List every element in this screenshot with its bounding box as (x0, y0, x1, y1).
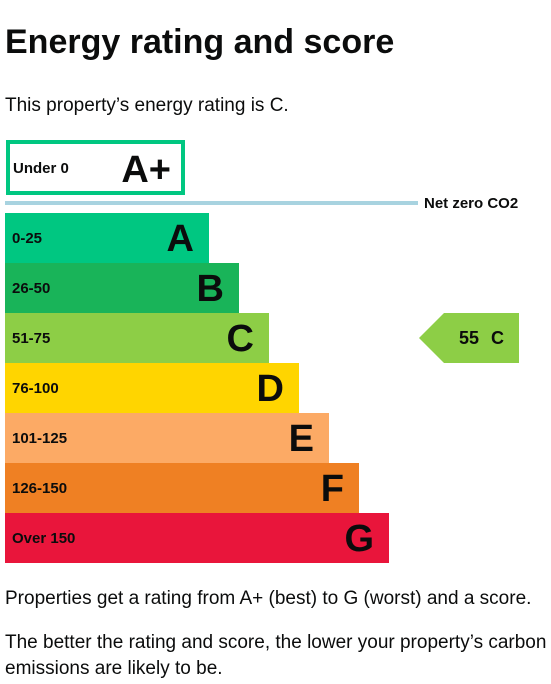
band-a-range-label: 0-25 (12, 230, 42, 247)
band-e-letter: E (289, 418, 314, 460)
current-rating-score: 55 (459, 328, 479, 348)
band-b-bar (5, 263, 239, 313)
page-title: Energy rating and score (5, 23, 395, 61)
current-rating-letter: C (491, 328, 504, 348)
band-a-plus-box (6, 140, 185, 195)
score-explanation: The better the rating and score, the low… (5, 632, 547, 679)
band-d-bar (5, 363, 299, 413)
band-c-letter: C (227, 318, 254, 360)
band-f-letter: F (321, 468, 344, 510)
band-b-letter: B (197, 268, 224, 310)
current-rating-pointer (419, 313, 519, 363)
rating-explanation: Properties get a rating from A+ (best) t… (5, 588, 532, 609)
band-g-bar (5, 513, 389, 563)
net-zero-label: Net zero CO2 (424, 195, 518, 212)
band-a-plus-range-label: Under 0 (13, 160, 69, 177)
band-a-letter: A (167, 218, 194, 260)
band-f-range-label: 126-150 (12, 480, 67, 497)
band-g-range-label: Over 150 (12, 530, 75, 547)
band-b-range-label: 26-50 (12, 280, 50, 297)
band-e-range-label: 101-125 (12, 430, 67, 447)
band-a-plus-letter: A+ (121, 149, 171, 191)
band-c-range-label: 51-75 (12, 330, 50, 347)
band-d-range-label: 76-100 (12, 380, 59, 397)
band-a-bar (5, 213, 209, 263)
energy-rating-chart: Under 0 A+ Net zero CO2 0-25 A 26-50 B 51-75 C 76… (5, 140, 519, 563)
band-g-letter: G (344, 518, 374, 560)
band-f-bar (5, 463, 359, 513)
band-c-bar (5, 313, 269, 363)
energy-rating-summary: This property’s energy rating is C. (5, 95, 289, 116)
band-d-letter: D (257, 368, 284, 410)
band-e-bar (5, 413, 329, 463)
